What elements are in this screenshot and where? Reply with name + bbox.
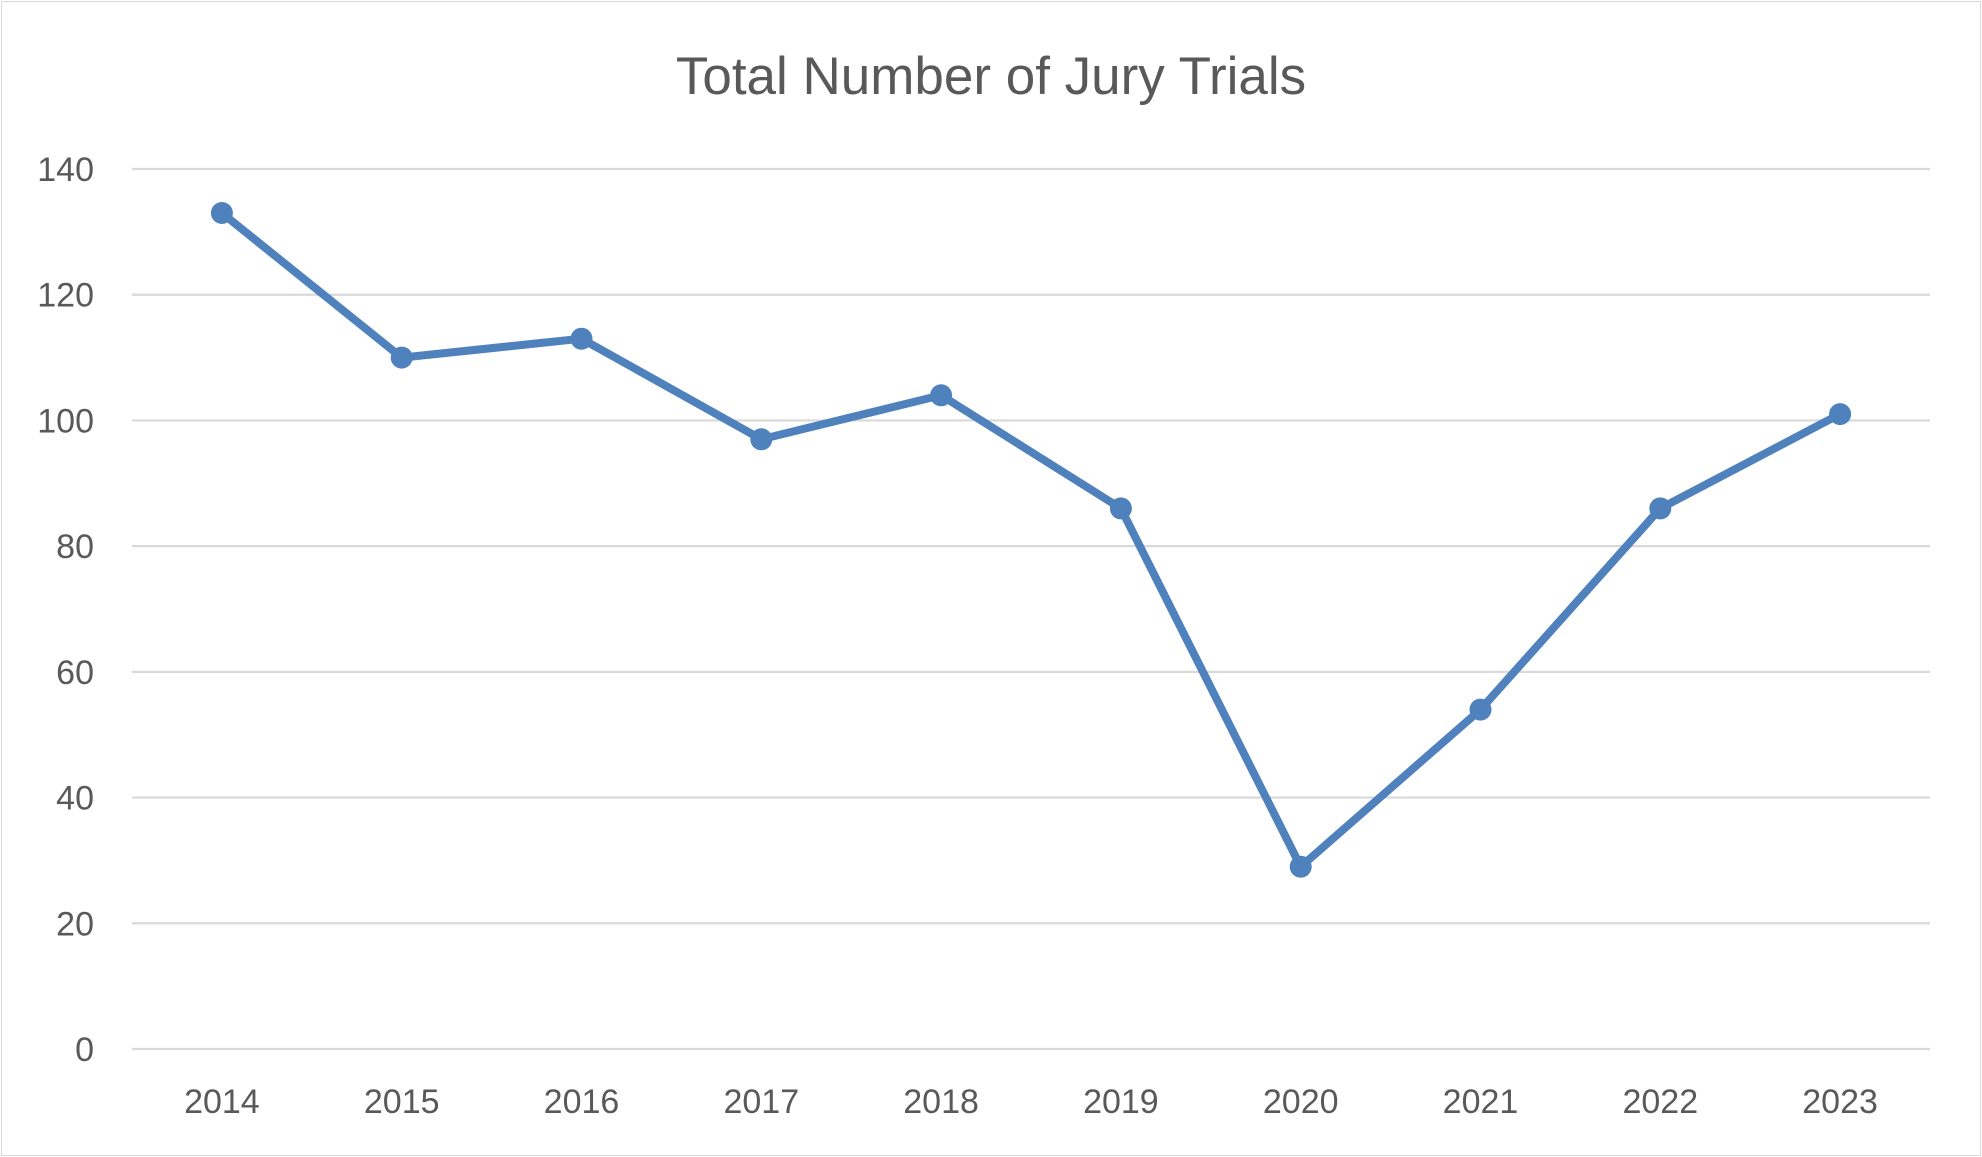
data-point-2018 [930,384,953,407]
y-tick-label: 60 [56,654,94,692]
series-line [217,209,1845,871]
x-axis-labels: 2014 2015 2016 2017 2018 2019 2020 2021 2022 2023 [184,1083,1878,1121]
x-tick-label: 2016 [544,1083,620,1121]
chart-title: Total Number of Jury Trials [676,47,1306,106]
x-tick-label: 2020 [1263,1083,1339,1121]
x-tick-label: 2014 [184,1083,260,1121]
y-tick-label: 120 [37,277,94,315]
data-point-2022 [1649,497,1672,520]
data-point-2014 [210,202,233,224]
y-axis-labels: 0 20 40 60 80 100 120 140 [37,151,94,1069]
y-tick-label: 100 [37,402,94,440]
x-tick-label: 2021 [1443,1083,1519,1121]
data-point-2017 [750,428,773,451]
data-point-2016 [570,327,593,350]
data-point-2023 [1829,403,1852,426]
data-point-2020 [1289,855,1312,878]
y-tick-label: 140 [37,151,94,189]
data-point-2021 [1469,698,1492,721]
y-tick-label: 80 [56,528,94,566]
x-tick-label: 2018 [903,1083,979,1121]
y-tick-label: 20 [56,905,94,943]
x-tick-label: 2022 [1622,1083,1698,1121]
x-tick-label: 2017 [723,1083,799,1121]
x-tick-label: 2015 [364,1083,440,1121]
x-tick-label: 2023 [1802,1083,1878,1121]
data-point-2015 [390,346,413,369]
x-tick-label: 2019 [1083,1083,1159,1121]
gridlines [132,167,1930,1051]
data-point-2019 [1109,497,1132,520]
y-tick-label: 40 [56,780,94,818]
y-tick-label: 0 [75,1031,94,1069]
series-layer [210,202,1852,878]
